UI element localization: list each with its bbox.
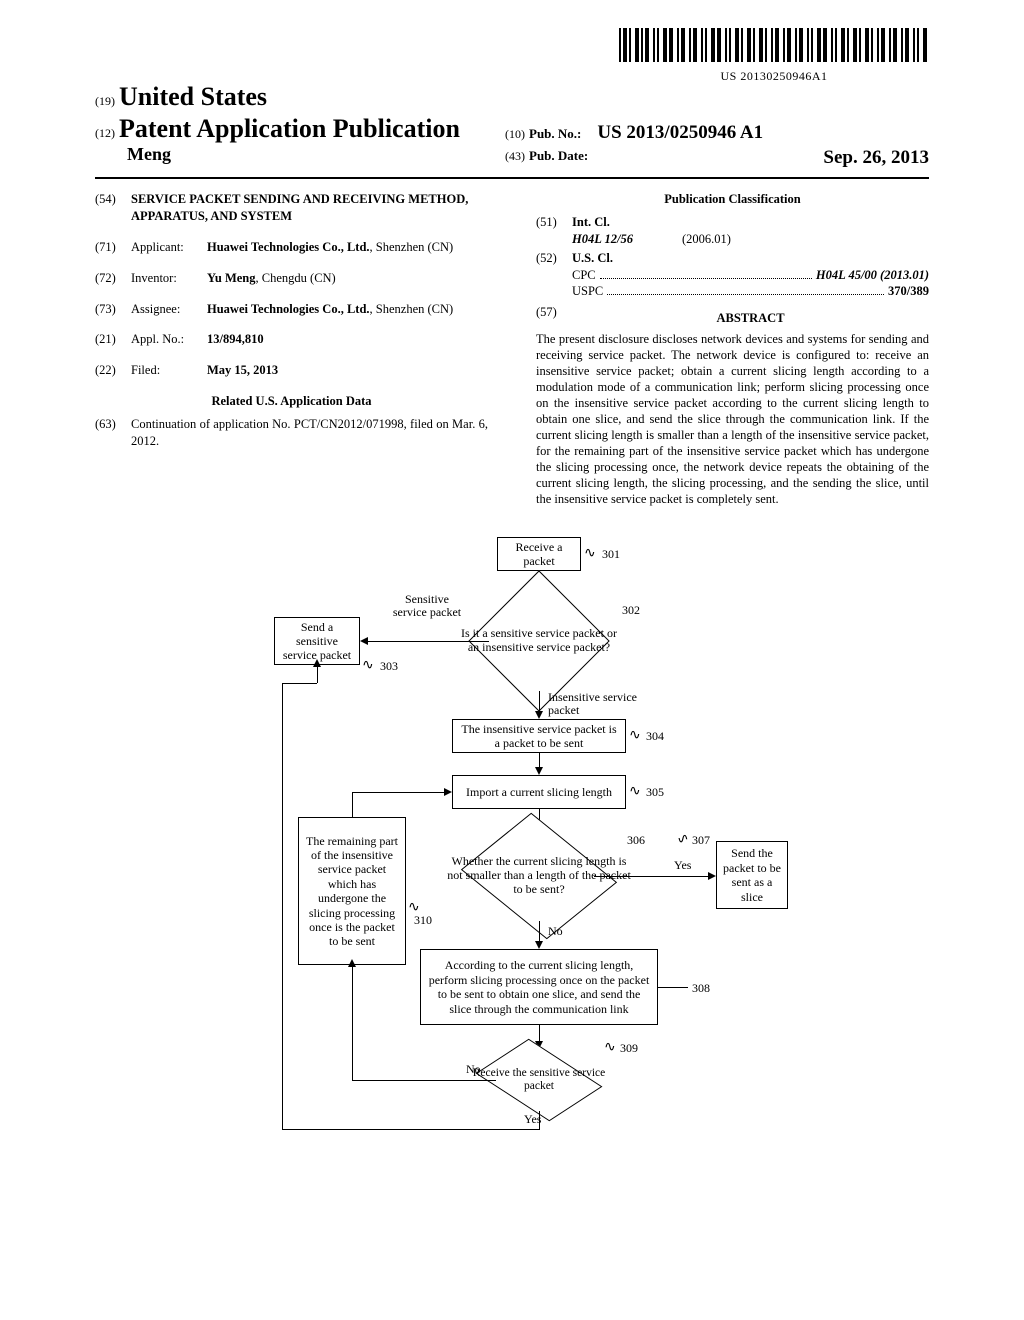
num-305: 305 <box>646 785 664 800</box>
abstract-heading: ABSTRACT <box>572 310 929 327</box>
filed-date: May 15, 2013 <box>207 362 488 379</box>
related-data-heading: Related U.S. Application Data <box>95 393 488 410</box>
node-310: The remaining part of the insensitive se… <box>298 817 406 965</box>
pub-no-num: (10) <box>505 127 525 141</box>
application-number: 13/894,810 <box>207 331 488 348</box>
title-num: (54) <box>95 191 131 225</box>
applicant-num: (71) <box>95 239 131 256</box>
num-310: 310 <box>414 913 432 928</box>
num-309: 309 <box>620 1041 638 1056</box>
inventor-label: Inventor: <box>131 270 207 287</box>
applicant-location: Shenzhen (CN) <box>376 240 453 254</box>
pub-no-label: Pub. No.: <box>529 126 581 141</box>
intcl-label: Int. Cl. <box>572 214 929 231</box>
curve-icon: ∿ <box>604 1039 616 1056</box>
num-301: 301 <box>602 547 620 562</box>
curve-icon: ∿ <box>677 831 689 848</box>
applicant-name: Huawei Technologies Co., Ltd. <box>207 240 370 254</box>
barcode-region: US 20130250946A1 <box>619 28 929 84</box>
uscl-label: U.S. Cl. <box>572 250 929 267</box>
intcl-date: (2006.01) <box>682 231 731 248</box>
assignee-label: Assignee: <box>131 301 207 318</box>
node-304: The insensitive service packet is a pack… <box>452 719 626 753</box>
label-yes-306: Yes <box>674 859 691 872</box>
node-309: Receive the sensitive service packet <box>496 1049 582 1111</box>
applno-num: (21) <box>95 331 131 348</box>
node-306: Whether the current slicing length is no… <box>484 831 594 921</box>
country: United States <box>119 82 267 111</box>
node-302: Is it a sensitive service packet or an i… <box>489 591 589 691</box>
inventor-surname: Meng <box>127 144 171 164</box>
curve-icon: ∿ <box>584 545 596 562</box>
abstract-num: (57) <box>536 304 572 331</box>
curve-icon: ∿ <box>362 657 374 674</box>
inventor-name: Yu Meng <box>207 271 256 285</box>
node-307: Send the packet to be sent as a slice <box>716 841 788 909</box>
pub-type-num: (12) <box>95 126 115 140</box>
node-305: Import a current slicing length <box>452 775 626 809</box>
pub-classification-heading: Publication Classification <box>536 191 929 208</box>
num-302: 302 <box>622 603 640 618</box>
label-insensitive: Insensitive service packet <box>548 691 638 717</box>
filed-label: Filed: <box>131 362 207 379</box>
label-sensitive: Sensitive service packet <box>392 593 462 619</box>
uscl-num: (52) <box>536 250 572 301</box>
divider <box>95 177 929 179</box>
intcl-num: (51) <box>536 214 572 248</box>
applicant-label: Applicant: <box>131 239 207 256</box>
uspc-value: 370/389 <box>888 283 929 300</box>
num-304: 304 <box>646 729 664 744</box>
num-308: 308 <box>692 981 710 996</box>
num-307: 307 <box>692 833 710 848</box>
applno-label: Appl. No.: <box>131 331 207 348</box>
inventor-location: Chengdu (CN) <box>262 271 336 285</box>
node-303: Send a sensitive service packet <box>274 617 360 665</box>
flowchart-figure: Receive a packet ∿ 301 Is it a sensitive… <box>202 537 822 1137</box>
country-code-num: (19) <box>95 94 115 108</box>
publication-number: US 2013/0250946 A1 <box>597 122 763 143</box>
num-303: 303 <box>380 659 398 674</box>
abstract-text: The present disclosure discloses network… <box>536 331 929 507</box>
curve-icon: ∿ <box>629 727 641 744</box>
publication-date: Sep. 26, 2013 <box>823 147 929 169</box>
uspc-label: USPC <box>572 283 603 300</box>
assignee-name: Huawei Technologies Co., Ltd. <box>207 302 370 316</box>
continuation-num: (63) <box>95 416 131 450</box>
node-301: Receive a packet <box>497 537 581 571</box>
assignee-location: Shenzhen (CN) <box>376 302 453 316</box>
pub-date-label: Pub. Date: <box>529 148 588 163</box>
bibliographic-section: (54) SERVICE PACKET SENDING AND RECEIVIN… <box>95 191 929 507</box>
inventor-num: (72) <box>95 270 131 287</box>
assignee-num: (73) <box>95 301 131 318</box>
num-306: 306 <box>627 833 645 848</box>
pub-date-num: (43) <box>505 149 525 163</box>
label-no-306: No <box>548 925 563 938</box>
continuation-text: Continuation of application No. PCT/CN20… <box>131 416 488 450</box>
label-yes-309: Yes <box>524 1113 541 1126</box>
barcode <box>619 28 929 62</box>
cpc-value: H04L 45/00 (2013.01) <box>816 267 929 284</box>
patent-title: SERVICE PACKET SENDING AND RECEIVING MET… <box>131 191 488 225</box>
curve-icon: ∿ <box>629 783 641 800</box>
publication-type: Patent Application Publication <box>119 114 460 143</box>
document-header: (19) United States (12) Patent Applicati… <box>95 82 929 169</box>
filed-num: (22) <box>95 362 131 379</box>
barcode-text: US 20130250946A1 <box>619 69 929 84</box>
intcl-code: H04L 12/56 <box>572 231 682 248</box>
node-308: According to the current slicing length,… <box>420 949 658 1025</box>
label-no-309: No <box>466 1063 481 1076</box>
cpc-label: CPC <box>572 267 596 284</box>
